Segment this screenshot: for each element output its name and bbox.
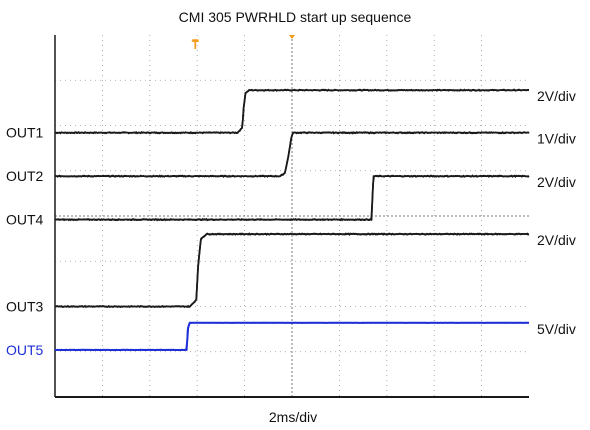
- scale-label-out5: 5V/div: [537, 321, 576, 337]
- trace-edge-out2: [55, 131, 529, 177]
- trace-edge-out5: [55, 321, 529, 351]
- channel-labels: OUT1 2V/div OUT2 1V/div OUT4 2V/div OUT3 2V/div…: [6, 88, 576, 358]
- chart-title: CMI 305 PWRHLD start up sequence: [179, 9, 412, 25]
- trace-edge-out4: [55, 175, 529, 221]
- channel-label-out2: OUT2: [6, 168, 44, 184]
- markers: T: [192, 35, 295, 52]
- trace-edge-out1: [55, 89, 529, 134]
- trace-edge-out3: [55, 233, 529, 308]
- trigger-marker: T: [192, 38, 200, 52]
- x-axis-label: 2ms/div: [269, 409, 317, 425]
- scale-label-out4: 2V/div: [537, 174, 576, 190]
- scale-label-out3: 2V/div: [537, 232, 576, 248]
- channel-label-out4: OUT4: [6, 212, 44, 228]
- scale-label-out1: 2V/div: [537, 88, 576, 104]
- trigger-position-marker: [289, 35, 295, 39]
- scale-label-out2: 1V/div: [537, 131, 576, 147]
- channel-label-out3: OUT3: [6, 299, 44, 315]
- traces: [54, 88, 530, 352]
- grid: [54, 35, 529, 398]
- channel-label-out1: OUT1: [6, 125, 44, 141]
- channel-label-out5: OUT5: [6, 342, 44, 358]
